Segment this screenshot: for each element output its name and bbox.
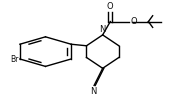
- Text: N: N: [90, 87, 96, 96]
- Text: O: O: [130, 17, 137, 26]
- Text: N: N: [99, 25, 106, 34]
- Text: Br: Br: [11, 55, 19, 64]
- Text: O: O: [107, 2, 114, 11]
